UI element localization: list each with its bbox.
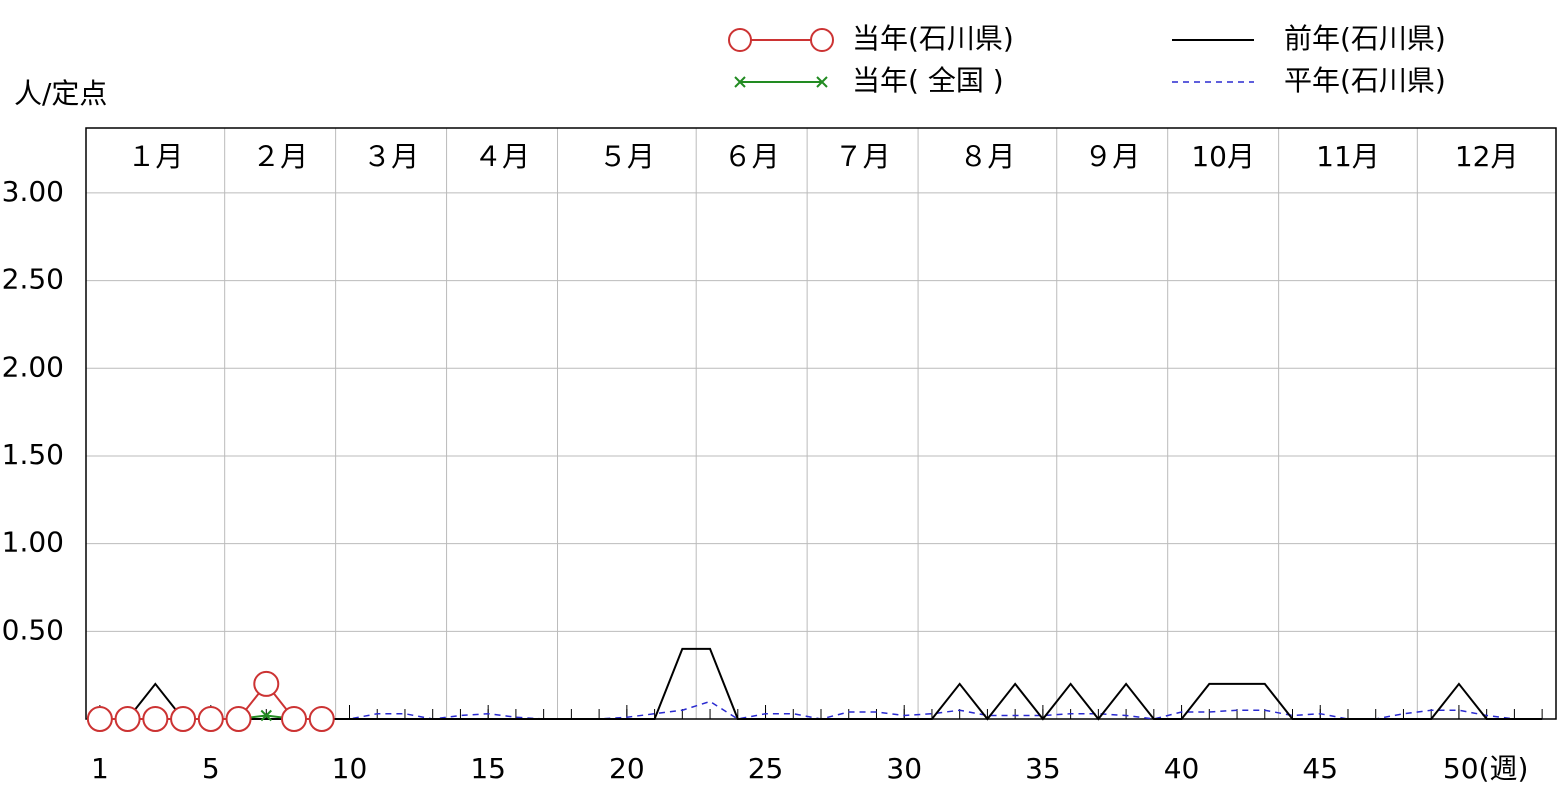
marker bbox=[281, 706, 308, 732]
x-tick-label: 15 bbox=[470, 752, 506, 785]
marker bbox=[308, 706, 335, 732]
x-tick-label: 10 bbox=[332, 752, 368, 785]
month-label: 12月 bbox=[1455, 140, 1519, 173]
y-tick-label: 2.50 bbox=[2, 263, 64, 296]
x-tick-label: 40 bbox=[1164, 752, 1200, 785]
x-tick-label: 45 bbox=[1302, 752, 1338, 785]
x-tick-label: 1 bbox=[91, 752, 109, 785]
legend-label: 当年( 全国 ) bbox=[852, 64, 1004, 97]
y-tick-label: 0.50 bbox=[2, 613, 64, 646]
x-tick-label: 5 bbox=[202, 752, 220, 785]
month-label: ３月 bbox=[363, 140, 419, 173]
month-label: 11月 bbox=[1316, 140, 1380, 173]
marker bbox=[225, 706, 252, 732]
y-tick-label: 1.50 bbox=[2, 438, 64, 471]
x-tick-label: 30 bbox=[886, 752, 922, 785]
y-tick-label: 2.00 bbox=[2, 350, 64, 383]
month-label: ５月 bbox=[599, 140, 655, 173]
month-label: ７月 bbox=[835, 140, 891, 173]
x-tick-label: 25 bbox=[748, 752, 784, 785]
marker bbox=[86, 706, 113, 732]
month-label: ９月 bbox=[1084, 140, 1140, 173]
legend-label: 平年(石川県) bbox=[1284, 64, 1446, 97]
marker bbox=[260, 709, 272, 722]
legend-marker bbox=[810, 28, 834, 52]
month-label: ６月 bbox=[724, 140, 780, 173]
x-tick-label: 50(週) bbox=[1443, 752, 1528, 785]
y-tick-label: 3.00 bbox=[2, 175, 64, 208]
legend-marker bbox=[728, 28, 752, 52]
marker bbox=[170, 706, 197, 732]
y-tick-label: 1.00 bbox=[2, 526, 64, 559]
legend-marker bbox=[816, 76, 828, 88]
plot-frame bbox=[85, 127, 1557, 720]
legend-label: 前年(石川県) bbox=[1284, 22, 1446, 55]
marker bbox=[253, 670, 280, 697]
y-axis-label: 人/定点 bbox=[14, 77, 107, 110]
marker bbox=[114, 706, 141, 732]
month-label: ４月 bbox=[474, 140, 530, 173]
x-tick-label: 35 bbox=[1025, 752, 1061, 785]
month-label: ２月 bbox=[252, 140, 308, 173]
legend-marker bbox=[734, 76, 746, 88]
month-label: 10月 bbox=[1191, 140, 1255, 173]
x-tick-label: 20 bbox=[609, 752, 645, 785]
month-label: ８月 bbox=[959, 140, 1015, 173]
legend-label: 当年(石川県) bbox=[852, 22, 1014, 55]
month-label: １月 bbox=[127, 140, 183, 173]
series-line bbox=[99, 647, 1543, 721]
marker bbox=[142, 706, 169, 732]
marker bbox=[197, 706, 224, 732]
